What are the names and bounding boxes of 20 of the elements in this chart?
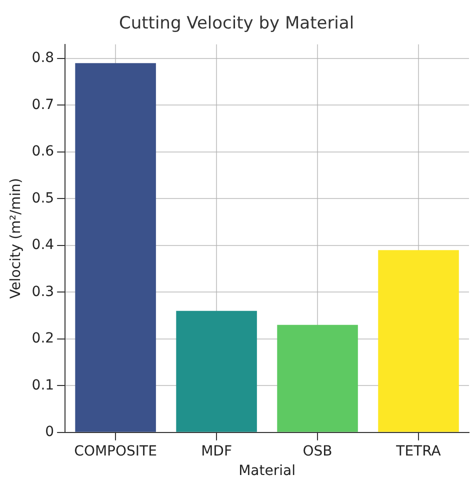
y-tick-label: 0	[45, 424, 54, 440]
y-tick-label: 0.7	[32, 96, 54, 113]
x-tick-label: MDF	[201, 443, 232, 460]
x-tick-label: COMPOSITE	[74, 443, 157, 460]
bar	[378, 250, 459, 432]
bar	[176, 310, 257, 432]
y-tick-label: 0.3	[32, 284, 54, 300]
y-axis-title: Velocity (m²/min)	[8, 178, 24, 299]
y-tick-label: 0.1	[32, 377, 54, 394]
x-axis-title: Material	[238, 463, 296, 480]
y-tick-label: 0.8	[32, 50, 54, 66]
x-tick-label: OSB	[302, 443, 332, 460]
y-tick-label: 0.4	[32, 237, 54, 254]
x-tick-label: TETRA	[395, 443, 442, 460]
y-tick-label: 0.6	[32, 144, 54, 160]
bar	[75, 63, 156, 432]
y-tick-label: 0.5	[32, 190, 54, 206]
y-tick-label: 0.2	[32, 330, 54, 347]
chart-title: Cutting Velocity by Material	[118, 14, 354, 34]
bar	[277, 324, 358, 432]
